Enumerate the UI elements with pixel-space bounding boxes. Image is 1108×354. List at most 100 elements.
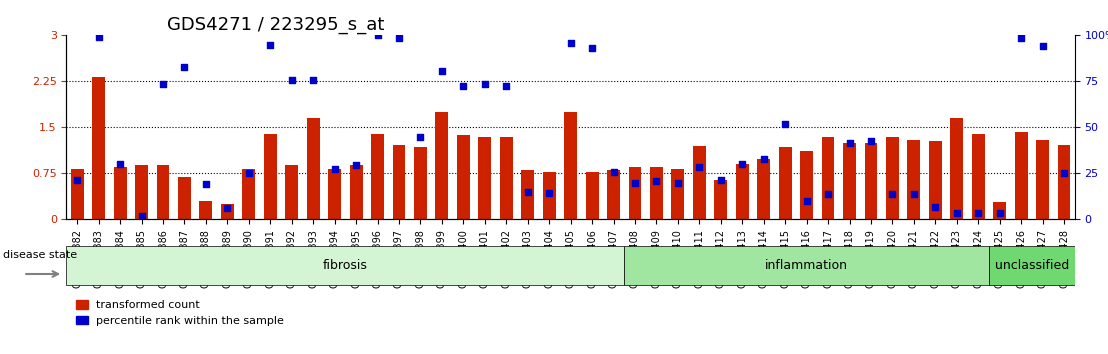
Point bbox=[1034, 44, 1051, 49]
Point bbox=[798, 198, 815, 204]
Point bbox=[326, 166, 343, 171]
Bar bbox=[285, 165, 298, 219]
Point bbox=[605, 169, 623, 175]
Point bbox=[154, 82, 172, 87]
Bar bbox=[1015, 132, 1027, 219]
Point bbox=[476, 82, 494, 87]
Bar bbox=[307, 118, 319, 219]
Bar bbox=[350, 165, 362, 219]
Point bbox=[519, 189, 536, 195]
Bar bbox=[114, 167, 126, 219]
Point bbox=[305, 78, 322, 83]
Bar bbox=[586, 172, 598, 219]
Legend: transformed count, percentile rank within the sample: transformed count, percentile rank withi… bbox=[72, 296, 289, 331]
Bar bbox=[178, 177, 191, 219]
Point bbox=[819, 191, 837, 196]
Point bbox=[883, 191, 901, 196]
Bar bbox=[371, 133, 384, 219]
Bar bbox=[1036, 140, 1049, 219]
Bar bbox=[822, 137, 834, 219]
Point bbox=[283, 77, 300, 82]
Point bbox=[90, 34, 107, 40]
Point bbox=[755, 156, 772, 162]
Bar bbox=[736, 164, 749, 219]
Point bbox=[948, 211, 966, 216]
Bar bbox=[479, 137, 491, 219]
Point bbox=[133, 213, 151, 219]
Bar bbox=[392, 145, 406, 219]
Bar bbox=[843, 143, 856, 219]
Bar bbox=[715, 179, 727, 219]
Bar bbox=[435, 112, 449, 219]
Bar bbox=[628, 167, 642, 219]
Text: unclassified: unclassified bbox=[995, 259, 1069, 272]
Point bbox=[1013, 36, 1030, 41]
Point bbox=[841, 140, 859, 145]
Point bbox=[175, 64, 193, 70]
Bar bbox=[671, 169, 685, 219]
Bar bbox=[650, 167, 663, 219]
Point bbox=[497, 83, 515, 88]
Bar bbox=[156, 165, 170, 219]
Point bbox=[583, 45, 601, 51]
Bar bbox=[328, 169, 341, 219]
Bar bbox=[543, 172, 555, 219]
Point bbox=[669, 180, 687, 185]
Point bbox=[712, 177, 730, 182]
Bar bbox=[500, 137, 513, 219]
Point bbox=[111, 161, 129, 167]
Bar bbox=[243, 169, 255, 219]
Point bbox=[197, 181, 215, 187]
Point bbox=[970, 211, 987, 216]
Bar bbox=[607, 170, 620, 219]
Point bbox=[991, 211, 1008, 216]
Point bbox=[690, 165, 708, 170]
Bar bbox=[800, 151, 813, 219]
Text: GDS4271 / 223295_s_at: GDS4271 / 223295_s_at bbox=[167, 16, 384, 34]
Point bbox=[1055, 171, 1073, 176]
Point bbox=[390, 36, 408, 41]
Bar bbox=[886, 137, 899, 219]
Bar bbox=[907, 140, 921, 219]
Bar bbox=[692, 146, 706, 219]
Bar bbox=[951, 118, 963, 219]
Bar bbox=[864, 143, 878, 219]
Point bbox=[240, 171, 258, 176]
Bar bbox=[1058, 145, 1070, 219]
Point bbox=[261, 42, 279, 47]
FancyBboxPatch shape bbox=[989, 246, 1075, 285]
Bar bbox=[414, 147, 427, 219]
Point bbox=[777, 121, 794, 127]
Point bbox=[433, 68, 451, 74]
Point bbox=[369, 33, 387, 38]
Bar bbox=[135, 165, 148, 219]
Point bbox=[347, 162, 365, 168]
Bar bbox=[199, 201, 213, 219]
Point bbox=[647, 179, 665, 184]
Bar bbox=[92, 76, 105, 219]
Bar bbox=[993, 202, 1006, 219]
Bar bbox=[220, 204, 234, 219]
Bar bbox=[779, 147, 791, 219]
Point bbox=[626, 180, 644, 185]
Point bbox=[862, 138, 880, 144]
Bar bbox=[456, 135, 470, 219]
Bar bbox=[71, 169, 83, 219]
Bar bbox=[521, 170, 534, 219]
Bar bbox=[264, 133, 277, 219]
Point bbox=[926, 204, 944, 210]
Point bbox=[541, 190, 558, 196]
Point bbox=[562, 40, 579, 46]
Point bbox=[454, 83, 472, 88]
Bar bbox=[757, 159, 770, 219]
Bar bbox=[564, 112, 577, 219]
Bar bbox=[929, 141, 942, 219]
Point bbox=[218, 206, 236, 211]
Text: inflammation: inflammation bbox=[766, 259, 848, 272]
Point bbox=[733, 161, 751, 167]
FancyBboxPatch shape bbox=[624, 246, 989, 285]
Point bbox=[905, 191, 923, 196]
Bar bbox=[972, 133, 985, 219]
Point bbox=[411, 134, 429, 139]
FancyBboxPatch shape bbox=[66, 246, 624, 285]
